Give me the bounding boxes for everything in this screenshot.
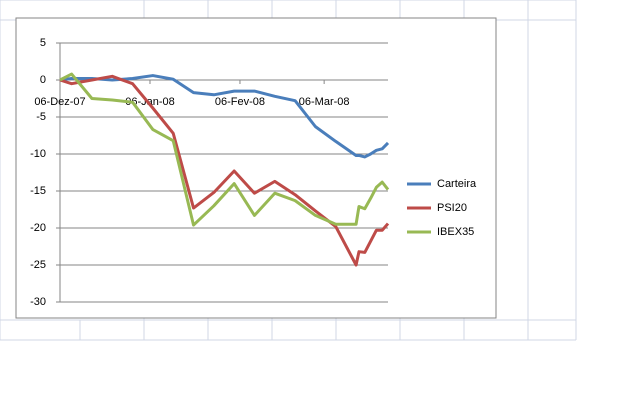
y-tick-label: -20 [30,222,46,234]
series-line [59,72,390,227]
series-line [59,74,390,267]
chart-area [15,17,497,319]
y-tick-label: 0 [40,74,46,86]
y-tick-label: -30 [30,296,46,308]
y-tick-label: 5 [40,37,46,49]
legend-label: PSI20 [437,202,467,214]
legend-label: IBEX35 [437,226,474,238]
legend-label: Carteira [437,178,477,190]
x-tick-label: 06-Mar-08 [299,96,350,108]
y-tick-label: -15 [30,185,46,197]
y-tick-label: -25 [30,259,46,271]
y-tick-label: -10 [30,148,46,160]
x-tick-label: 06-Jan-08 [125,96,175,108]
x-tick-label: 06-Dez-07 [34,96,85,108]
y-tick-label: -5 [36,111,46,123]
x-tick-label: 06-Fev-08 [215,96,265,108]
plot: -30 -25 -20 -15 -10 -5 0 5 06-Dez-07 06-Jan-08 06-… [30,37,477,308]
